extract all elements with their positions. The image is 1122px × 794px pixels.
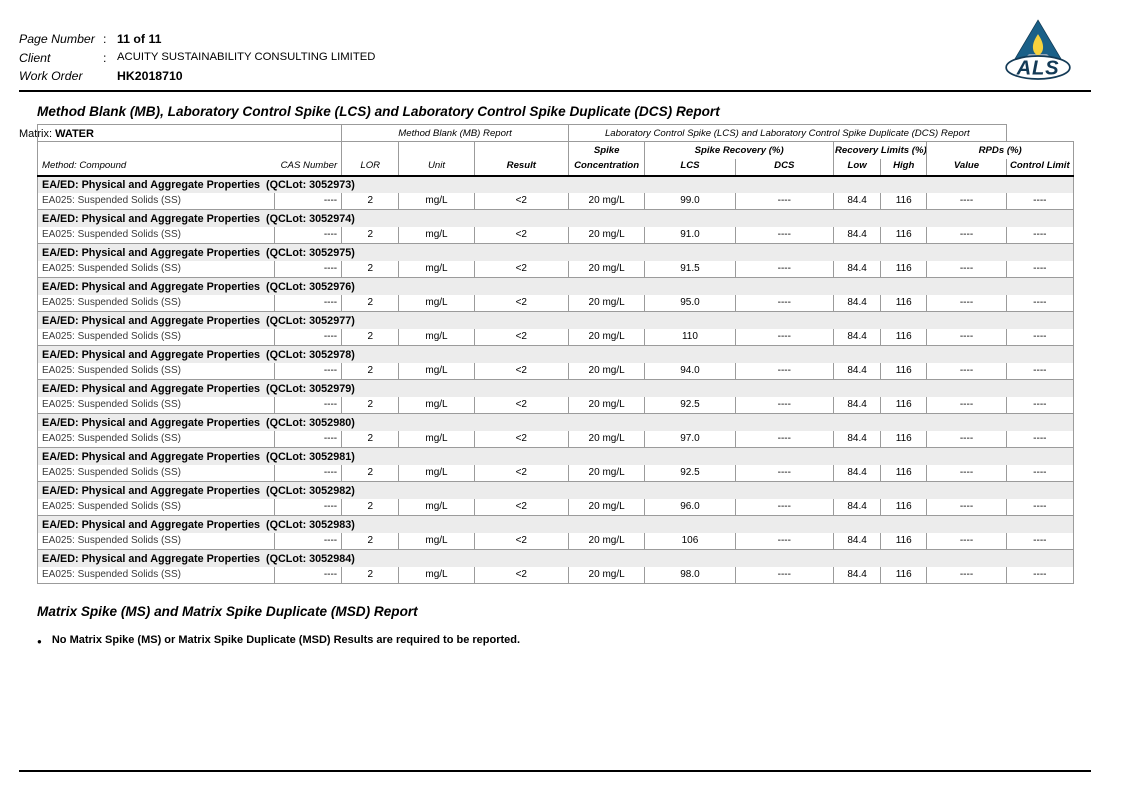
svg-text:ALS: ALS	[1016, 57, 1060, 79]
